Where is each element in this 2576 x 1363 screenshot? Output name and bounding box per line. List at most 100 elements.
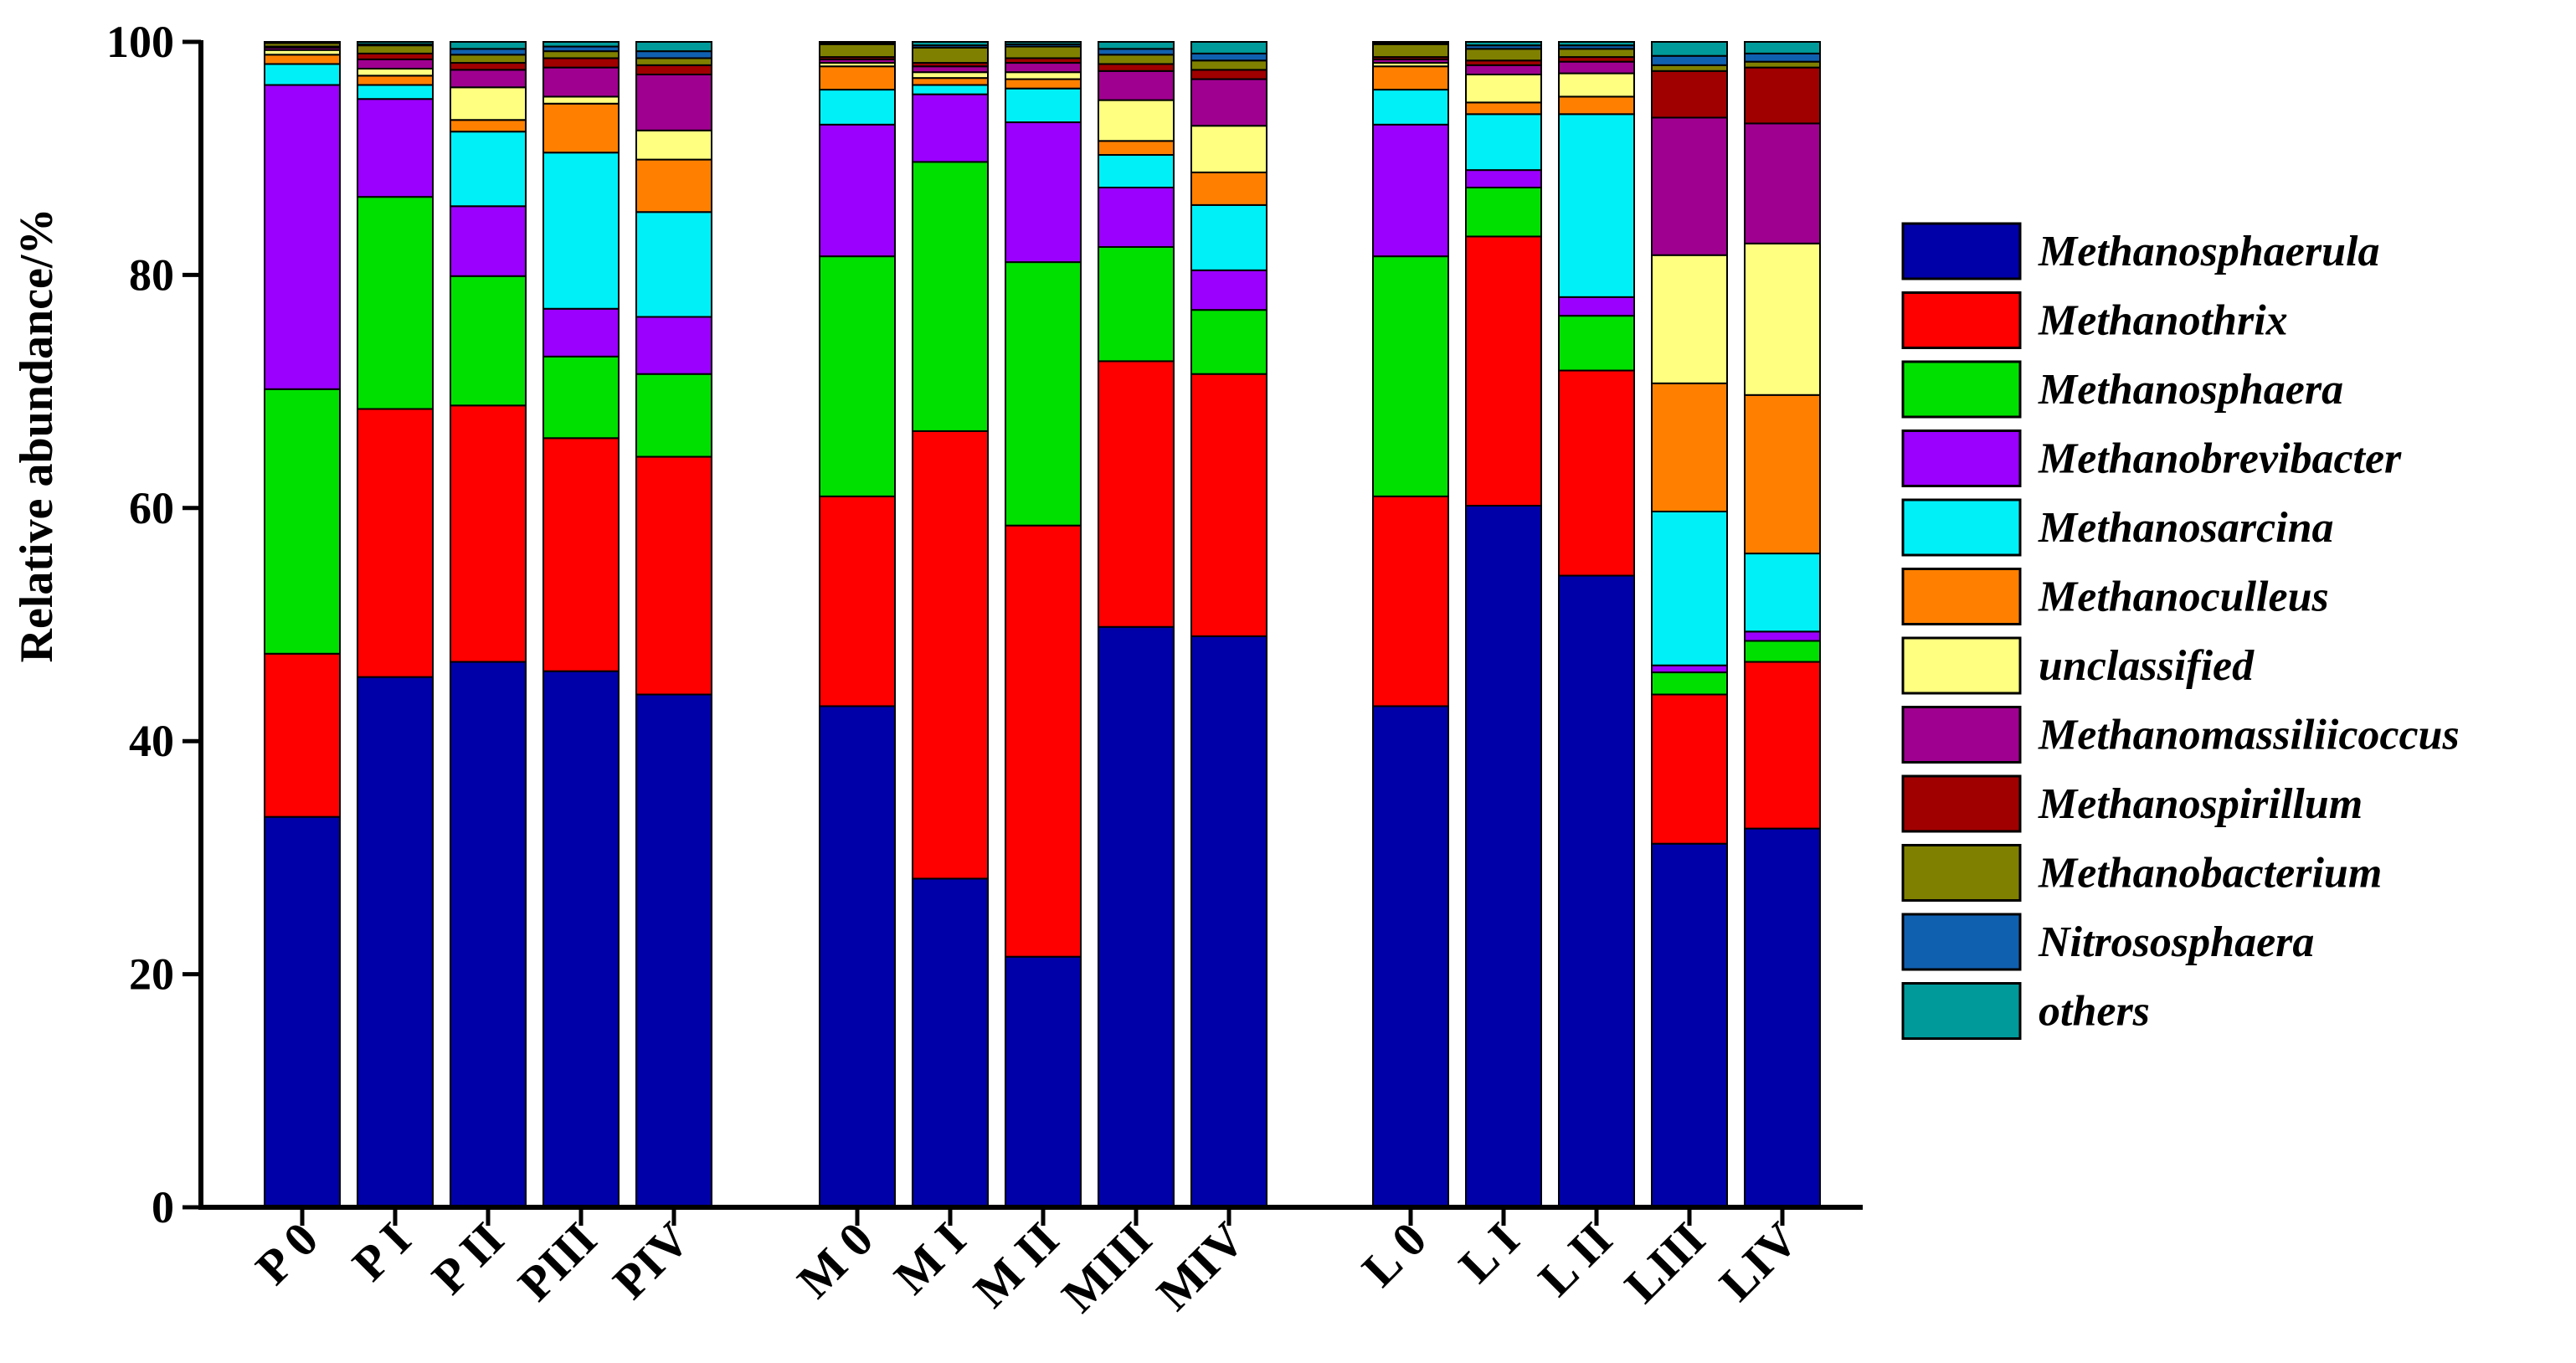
bar-segment xyxy=(357,58,434,70)
bar-segment xyxy=(1098,41,1175,50)
bar-segment xyxy=(635,373,712,458)
x-tick-label: LIII xyxy=(1614,1211,1715,1313)
legend-swatch xyxy=(1901,844,2022,902)
bar-segment xyxy=(635,73,712,131)
bar-segment xyxy=(1098,154,1175,189)
bar-segment xyxy=(1005,78,1082,90)
bar-segment xyxy=(1651,671,1728,696)
bar-segment xyxy=(1372,705,1449,1208)
bar-stack xyxy=(912,41,989,1209)
x-tick-label: P 0 xyxy=(245,1211,329,1295)
bar-stack xyxy=(1190,41,1267,1208)
legend-label: Methanosphaerula xyxy=(2038,228,2379,275)
legend-entry: Methanosphaera xyxy=(1901,360,2343,419)
x-tick-label: M I xyxy=(883,1211,976,1304)
bar-segment xyxy=(450,86,527,121)
legend: Methanosphaerula Methanothrix Methanosphae… xyxy=(1901,222,2460,1040)
bar-segment xyxy=(450,41,527,50)
bar-segment xyxy=(1465,235,1542,507)
bar-segment xyxy=(450,661,527,1208)
legend-entry: Methanosphaerula xyxy=(1901,222,2379,280)
bar-segment xyxy=(1744,640,1821,663)
bar-segment xyxy=(357,408,434,678)
bar-segment xyxy=(450,54,527,64)
bar-segment xyxy=(1744,393,1821,555)
bar-segment xyxy=(1744,52,1821,63)
bar-segment xyxy=(1744,553,1821,633)
legend-swatch xyxy=(1901,913,2022,971)
bar-segment xyxy=(819,495,896,707)
bar-segment xyxy=(635,129,712,161)
x-tick-label: PIV xyxy=(603,1211,701,1309)
bar-segment xyxy=(1558,296,1635,317)
legend-label: Nitrososphaera xyxy=(2038,918,2314,966)
y-axis-label: Relative abundance/% xyxy=(11,208,63,663)
bar-segment xyxy=(1005,62,1082,74)
y-tick-label: 80 xyxy=(129,249,174,300)
bar-segment xyxy=(1744,122,1821,244)
bar-segment xyxy=(264,815,341,1208)
legend-entry: Methanobacterium xyxy=(1901,844,2382,902)
bar-segment xyxy=(1190,309,1267,375)
bar-segment xyxy=(819,255,896,497)
bar-segment xyxy=(1651,64,1728,72)
bar-segment xyxy=(357,196,434,410)
bar-segment xyxy=(1465,187,1542,238)
bar-segment xyxy=(1098,245,1175,363)
legend-swatch xyxy=(1901,498,2022,557)
bar-segment xyxy=(542,95,620,105)
bar-segment xyxy=(1190,635,1267,1208)
y-tick-label: 100 xyxy=(106,17,174,67)
legend-swatch xyxy=(1901,360,2022,419)
bar-segment xyxy=(1372,41,1449,44)
bar-segment xyxy=(542,307,620,357)
legend-entry: Nitrososphaera xyxy=(1901,913,2314,971)
bar-segment xyxy=(1651,254,1728,384)
y-tick-label: 20 xyxy=(129,949,174,1000)
bar-segment xyxy=(1372,65,1449,91)
bar-stack xyxy=(357,41,434,1208)
x-tick-label: PIII xyxy=(507,1211,607,1311)
bar-segment xyxy=(1190,52,1267,62)
x-tick-label: P II xyxy=(421,1211,514,1304)
legend-swatch xyxy=(1901,568,2022,625)
bar-segment xyxy=(1005,45,1082,59)
bar-segment xyxy=(264,63,341,86)
bar-segment xyxy=(1190,203,1267,271)
bar-segment xyxy=(450,48,527,56)
bar-segment xyxy=(1005,71,1082,80)
bar-segment xyxy=(1372,495,1449,707)
bar-segment xyxy=(1651,41,1728,57)
legend-swatch xyxy=(1901,636,2022,695)
legend-label: others xyxy=(2039,988,2150,1036)
bar-segment xyxy=(1651,116,1728,256)
bar-segment xyxy=(1372,123,1449,258)
x-tick-label: MIV xyxy=(1146,1211,1255,1320)
bar-segment xyxy=(264,84,341,390)
bar-segment xyxy=(1744,60,1821,69)
bar-segment xyxy=(1372,255,1449,497)
bar-stack xyxy=(542,41,620,1208)
bar-stack xyxy=(450,41,527,1208)
bar-segment xyxy=(450,131,527,208)
bar-segment xyxy=(1744,41,1821,54)
bar-segment xyxy=(635,64,712,75)
bar-stack xyxy=(819,41,896,1208)
legend-entry: Methanothrix xyxy=(1901,291,2288,349)
bar-segment xyxy=(635,693,712,1208)
bar-segment xyxy=(1744,242,1821,396)
bar-segment xyxy=(819,123,896,258)
bar-segment xyxy=(1190,171,1267,206)
bar-segment xyxy=(1651,664,1728,674)
bar-segment xyxy=(357,98,434,198)
legend-entry: Methanospirillum xyxy=(1901,774,2363,833)
bar-segment xyxy=(1098,63,1175,72)
legend-swatch xyxy=(1901,774,2022,833)
bar-segment xyxy=(450,69,527,89)
bar-segment xyxy=(1558,315,1635,372)
x-tick-label: LIV xyxy=(1709,1211,1808,1311)
bar-segment xyxy=(1651,842,1728,1208)
legend-swatch xyxy=(1901,982,2022,1040)
bar-segment xyxy=(819,89,896,126)
bar-segment xyxy=(450,404,527,663)
